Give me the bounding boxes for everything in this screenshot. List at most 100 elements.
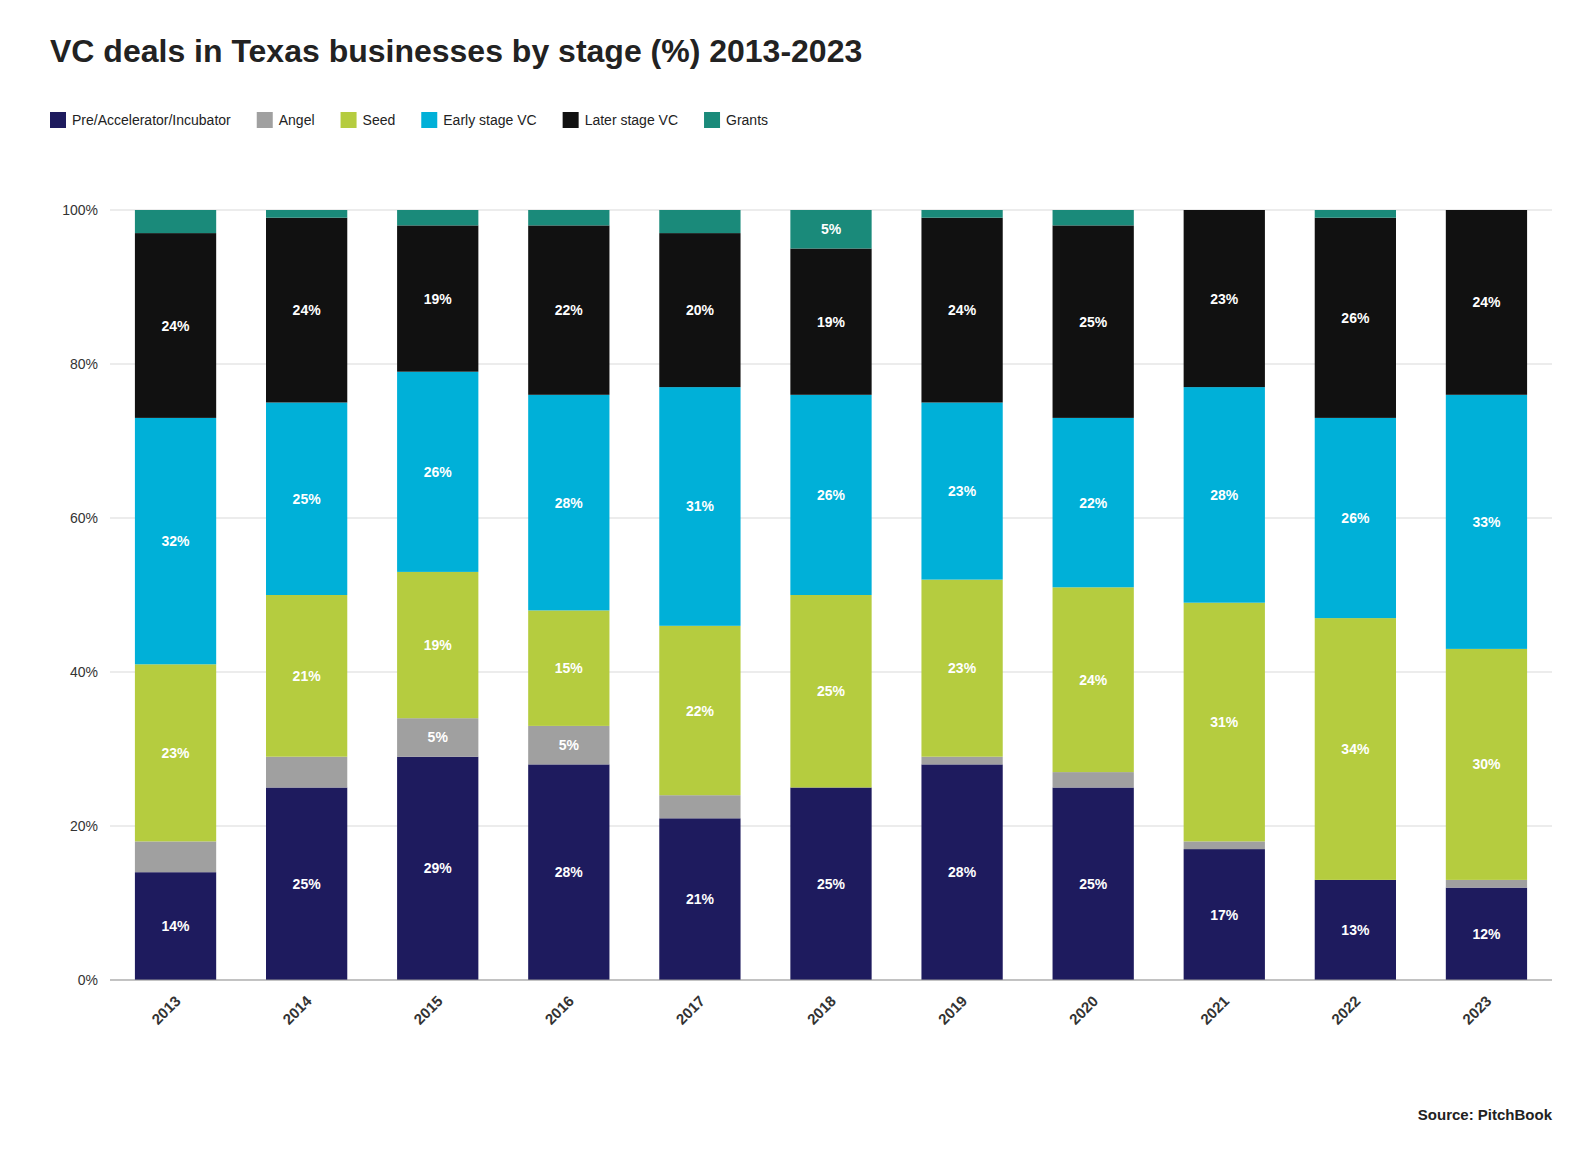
bar-segment xyxy=(397,718,478,757)
data-label: 24% xyxy=(293,302,322,318)
data-label: 23% xyxy=(162,745,191,761)
data-label: 21% xyxy=(293,668,322,684)
data-label: 26% xyxy=(1341,310,1370,326)
bar-segment xyxy=(659,795,740,818)
bar-segment xyxy=(921,403,1002,580)
x-tick-label: 2020 xyxy=(1066,992,1102,1028)
legend-swatch xyxy=(421,112,437,128)
bar-segment xyxy=(135,233,216,418)
data-label: 33% xyxy=(1472,514,1501,530)
legend-label: Pre/Accelerator/Incubator xyxy=(72,112,231,128)
bar-segment xyxy=(1184,849,1265,980)
x-tick-label: 2016 xyxy=(541,992,577,1028)
bar-segment xyxy=(659,210,740,233)
legend-swatch xyxy=(704,112,720,128)
data-label: 25% xyxy=(817,683,846,699)
bar-segment xyxy=(1446,210,1527,211)
bar-segment xyxy=(397,372,478,572)
bar-segment xyxy=(1053,225,1134,418)
data-label: 22% xyxy=(555,302,584,318)
bar-segment xyxy=(659,387,740,626)
data-label: 31% xyxy=(1210,714,1239,730)
data-label: 14% xyxy=(162,918,191,934)
data-label: 5% xyxy=(821,221,842,237)
bar-segment xyxy=(1184,387,1265,603)
legend-label: Later stage VC xyxy=(585,112,678,128)
bar-segment xyxy=(266,403,347,596)
bar-segment xyxy=(397,757,478,980)
bar-segment xyxy=(266,210,347,218)
bar-segment xyxy=(921,580,1002,757)
bar-segment xyxy=(921,757,1002,765)
data-label: 34% xyxy=(1341,741,1370,757)
legend-swatch xyxy=(563,112,579,128)
bar-segment xyxy=(135,210,216,233)
bar-segment xyxy=(528,210,609,225)
bar-segment xyxy=(659,233,740,387)
x-tick-label: 2023 xyxy=(1459,992,1495,1028)
bar-segment xyxy=(135,841,216,872)
bar-segment xyxy=(135,418,216,664)
bar-segment xyxy=(1053,210,1134,225)
bar-segment xyxy=(1446,649,1527,880)
data-label: 22% xyxy=(1079,495,1108,511)
x-tick-label: 2017 xyxy=(672,992,708,1028)
data-label: 22% xyxy=(686,703,715,719)
x-tick-label: 2014 xyxy=(279,992,315,1028)
data-label: 15% xyxy=(555,660,584,676)
bar-segment xyxy=(528,225,609,394)
bar-segment xyxy=(1184,841,1265,849)
x-tick-label: 2022 xyxy=(1328,992,1364,1028)
bar-segment xyxy=(135,664,216,841)
bar-segment xyxy=(790,210,871,249)
bar-segment xyxy=(1315,218,1396,418)
bar-segment xyxy=(1315,418,1396,618)
data-label: 32% xyxy=(162,533,191,549)
y-axis: 0%20%40%60%80%100% xyxy=(62,202,1552,988)
y-tick-label: 80% xyxy=(70,356,98,372)
bar-segment xyxy=(528,726,609,765)
bar-segment xyxy=(135,872,216,980)
bar-segment xyxy=(397,572,478,718)
bar-segment xyxy=(1446,888,1527,980)
data-label: 25% xyxy=(817,876,846,892)
chart: VC deals in Texas businesses by stage (%… xyxy=(0,0,1592,1150)
data-label: 26% xyxy=(424,464,453,480)
bar-segment xyxy=(1446,210,1527,395)
data-label: 25% xyxy=(1079,876,1108,892)
bar-segment xyxy=(1053,587,1134,772)
bar-segment xyxy=(266,218,347,403)
bar-segment xyxy=(1053,418,1134,587)
bar-segment xyxy=(266,788,347,981)
data-label: 19% xyxy=(424,291,453,307)
data-label: 12% xyxy=(1472,926,1501,942)
y-tick-label: 60% xyxy=(70,510,98,526)
y-tick-label: 40% xyxy=(70,664,98,680)
data-label: 23% xyxy=(948,483,977,499)
bar-segment xyxy=(790,595,871,788)
bar-segment xyxy=(266,595,347,757)
x-tick-label: 2018 xyxy=(804,992,840,1028)
grid-line xyxy=(110,980,1552,981)
legend-swatch xyxy=(341,112,357,128)
data-label: 5% xyxy=(559,737,580,753)
bar-segment xyxy=(1315,880,1396,980)
data-label: 24% xyxy=(162,318,191,334)
bar-segment xyxy=(528,610,609,726)
data-label: 23% xyxy=(948,660,977,676)
data-label: 29% xyxy=(424,860,453,876)
data-label: 26% xyxy=(817,487,846,503)
y-tick-label: 100% xyxy=(62,202,98,218)
x-tick-label: 2019 xyxy=(935,992,971,1028)
data-label: 21% xyxy=(686,891,715,907)
bar-segment xyxy=(921,210,1002,218)
bar-segment xyxy=(659,818,740,980)
bar-segment xyxy=(1184,210,1265,387)
bar-segment xyxy=(1315,618,1396,880)
x-tick-label: 2021 xyxy=(1197,992,1233,1028)
legend-label: Early stage VC xyxy=(443,112,536,128)
y-tick-label: 0% xyxy=(78,972,98,988)
bar-segment xyxy=(1184,210,1265,211)
data-label: 28% xyxy=(555,864,584,880)
bar-segment xyxy=(790,249,871,395)
